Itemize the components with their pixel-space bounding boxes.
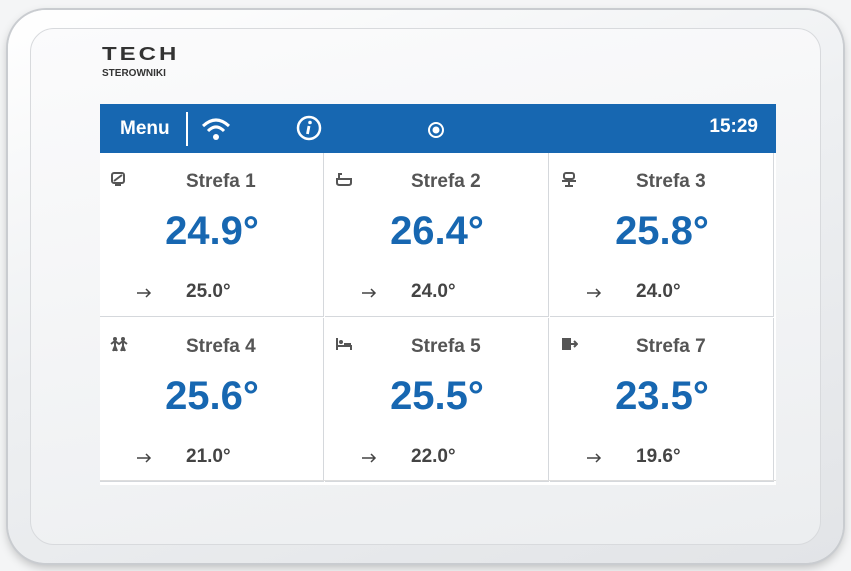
status-icon[interactable] — [426, 120, 446, 140]
zone-icon — [335, 171, 353, 187]
setpoint-arrow — [136, 452, 152, 464]
zone-setpoint: 25.0° — [186, 281, 231, 303]
zone-temperature: 23.5° — [550, 374, 774, 419]
top-bar: Menu 15:29 — [100, 104, 776, 153]
zone-setpoint: 19.6° — [636, 446, 681, 468]
separator — [186, 112, 188, 146]
clock: 15:29 — [709, 116, 758, 138]
zone-temperature: 26.4° — [325, 209, 549, 254]
info-icon[interactable] — [295, 114, 323, 142]
zone-tile[interactable]: Strefa 1 24.9° 25.0° — [100, 153, 324, 317]
zone-temperature: 24.9° — [100, 209, 324, 254]
setpoint-arrow — [586, 452, 602, 464]
zone-setpoint: 24.0° — [411, 281, 456, 303]
zone-temperature: 25.8° — [550, 209, 774, 254]
zone-name: Strefa 1 — [186, 171, 256, 193]
setpoint-arrow — [136, 287, 152, 299]
zone-icon — [335, 336, 353, 352]
zone-setpoint: 24.0° — [636, 281, 681, 303]
zone-name: Strefa 5 — [411, 336, 481, 358]
zone-tile[interactable]: Strefa 3 25.8° 24.0° — [550, 153, 774, 317]
zone-name: Strefa 3 — [636, 171, 706, 193]
zone-name: Strefa 4 — [186, 336, 256, 358]
page: {"logo":{"brand":"TECH","subtitle":"STER… — [0, 0, 851, 571]
zone-icon — [560, 171, 578, 187]
zone-setpoint: 21.0° — [186, 446, 231, 468]
zone-temperature: 25.5° — [325, 374, 549, 419]
zone-name: Strefa 2 — [411, 171, 481, 193]
zone-tile[interactable]: Strefa 4 25.6° 21.0° — [100, 318, 324, 482]
zone-icon — [560, 336, 578, 352]
bottom-strip — [100, 480, 776, 487]
setpoint-arrow — [361, 452, 377, 464]
zone-tile[interactable]: Strefa 7 23.5° 19.6° — [550, 318, 774, 482]
zone-name: Strefa 7 — [636, 336, 706, 358]
zone-setpoint: 22.0° — [411, 446, 456, 468]
zone-icon — [110, 171, 128, 187]
zone-temperature: 25.6° — [100, 374, 324, 419]
menu-button[interactable]: Menu — [120, 118, 170, 140]
setpoint-arrow — [361, 287, 377, 299]
zone-icon — [110, 336, 128, 352]
wifi-icon[interactable] — [200, 114, 232, 144]
logo-subtitle: STEROWNIKI — [102, 68, 166, 79]
setpoint-arrow — [586, 287, 602, 299]
zone-tile[interactable]: Strefa 2 26.4° 24.0° — [325, 153, 549, 317]
zone-tile[interactable]: Strefa 5 25.5° 22.0° — [325, 318, 549, 482]
logo-brand: TECH — [102, 44, 179, 65]
